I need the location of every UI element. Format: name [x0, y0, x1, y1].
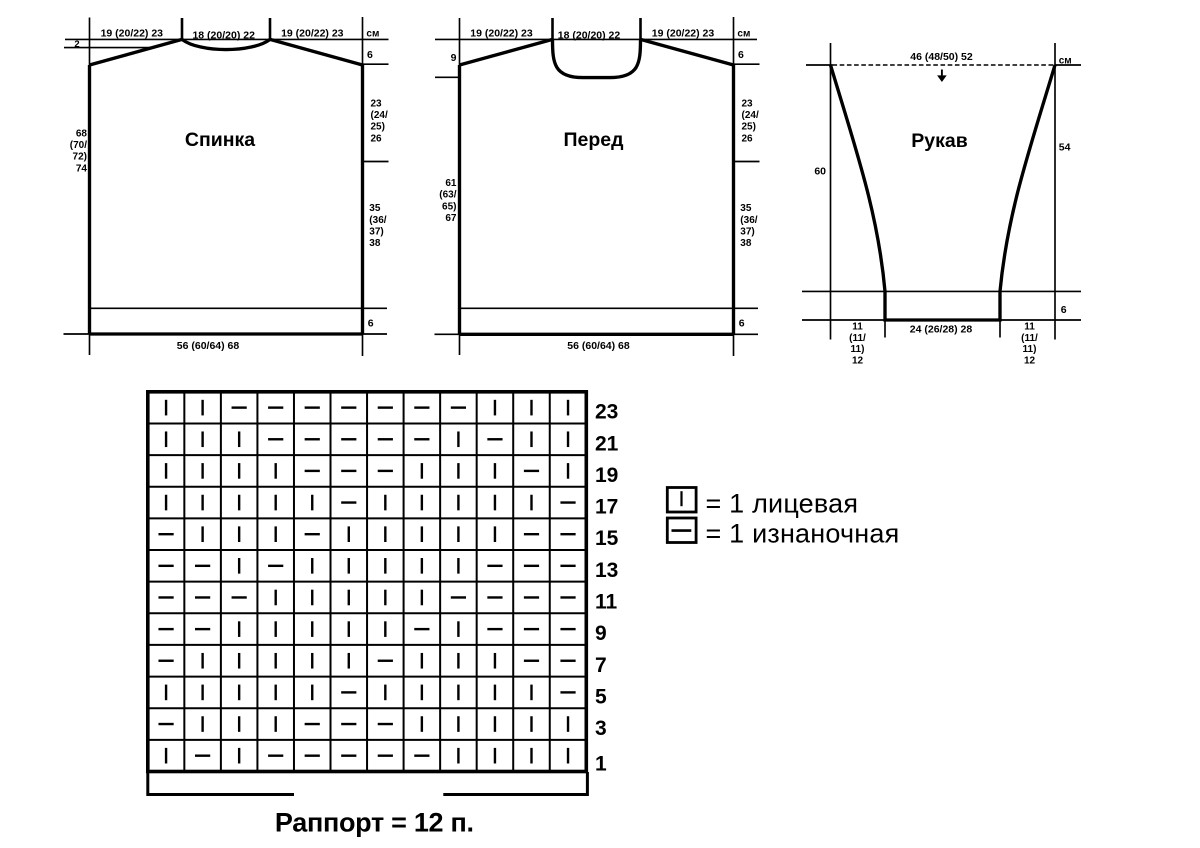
- svg-text:21: 21: [595, 432, 619, 455]
- svg-text:(24/: (24/: [742, 110, 759, 121]
- svg-text:74: 74: [76, 163, 88, 174]
- svg-text:18 (20/20) 22: 18 (20/20) 22: [192, 29, 255, 41]
- svg-text:9: 9: [595, 622, 607, 645]
- svg-text:67: 67: [445, 213, 457, 224]
- svg-text:7: 7: [595, 654, 607, 677]
- svg-text:= 1 лицевая: = 1 лицевая: [706, 488, 859, 518]
- svg-text:(36/: (36/: [740, 215, 757, 226]
- svg-text:см: см: [366, 28, 379, 39]
- svg-text:46 (48/50) 52: 46 (48/50) 52: [910, 51, 973, 63]
- svg-text:60: 60: [814, 166, 826, 178]
- svg-text:11): 11): [1023, 344, 1037, 355]
- svg-text:(24/: (24/: [371, 110, 388, 121]
- svg-text:(70/: (70/: [70, 140, 87, 151]
- svg-text:Раппорт = 12 п.: Раппорт = 12 п.: [275, 808, 474, 838]
- svg-text:26: 26: [742, 133, 754, 144]
- svg-text:35: 35: [369, 203, 381, 214]
- svg-text:54: 54: [1059, 142, 1071, 154]
- svg-text:25): 25): [742, 122, 756, 133]
- svg-text:25): 25): [371, 122, 385, 133]
- svg-text:18 (20/20) 22: 18 (20/20) 22: [558, 29, 621, 41]
- svg-text:38: 38: [369, 238, 381, 249]
- svg-text:6: 6: [738, 49, 744, 61]
- svg-text:38: 38: [740, 238, 752, 249]
- svg-text:72): 72): [73, 152, 87, 163]
- svg-text:68: 68: [76, 128, 88, 139]
- svg-text:5: 5: [595, 685, 607, 708]
- svg-text:13: 13: [595, 559, 618, 582]
- svg-text:(63/: (63/: [439, 190, 456, 201]
- svg-text:19 (20/22) 23: 19 (20/22) 23: [470, 27, 533, 39]
- svg-text:19 (20/22) 23: 19 (20/22) 23: [101, 27, 164, 39]
- svg-text:56 (60/64) 68: 56 (60/64) 68: [177, 340, 240, 352]
- svg-text:Спинка: Спинка: [185, 129, 255, 151]
- svg-text:65): 65): [442, 201, 456, 212]
- svg-text:см: см: [1059, 55, 1072, 66]
- svg-text:11: 11: [1024, 322, 1035, 333]
- svg-text:15: 15: [595, 527, 619, 550]
- svg-text:2: 2: [74, 39, 79, 50]
- svg-text:6: 6: [1061, 304, 1067, 316]
- svg-text:23: 23: [371, 99, 383, 110]
- svg-text:35: 35: [740, 203, 752, 214]
- svg-text:6: 6: [739, 317, 745, 329]
- svg-text:11: 11: [595, 590, 618, 613]
- svg-text:19 (20/22) 23: 19 (20/22) 23: [281, 27, 344, 39]
- svg-text:37): 37): [369, 226, 383, 237]
- svg-text:23: 23: [742, 99, 754, 110]
- svg-text:12: 12: [1024, 355, 1036, 366]
- svg-text:17: 17: [595, 496, 618, 519]
- svg-text:(11/: (11/: [1021, 333, 1038, 344]
- svg-text:9: 9: [451, 52, 457, 64]
- svg-text:Перед: Перед: [564, 129, 625, 151]
- svg-text:Рукав: Рукав: [911, 130, 967, 152]
- svg-text:61: 61: [445, 178, 457, 189]
- svg-text:56 (60/64) 68: 56 (60/64) 68: [567, 340, 630, 352]
- svg-text:23: 23: [595, 401, 618, 424]
- svg-text:(36/: (36/: [369, 215, 386, 226]
- svg-text:37): 37): [740, 226, 754, 237]
- svg-text:12: 12: [852, 355, 864, 366]
- svg-text:1: 1: [595, 753, 607, 776]
- svg-text:3: 3: [595, 717, 607, 740]
- svg-text:19: 19: [595, 464, 618, 487]
- svg-text:11): 11): [851, 344, 865, 355]
- svg-text:26: 26: [371, 133, 383, 144]
- svg-text:19 (20/22) 23: 19 (20/22) 23: [652, 27, 715, 39]
- svg-text:6: 6: [368, 317, 374, 329]
- svg-text:(11/: (11/: [849, 333, 866, 344]
- svg-text:11: 11: [852, 322, 863, 333]
- svg-text:= 1 изнаночная: = 1 изнаночная: [706, 519, 900, 549]
- svg-text:см: см: [737, 28, 750, 39]
- svg-text:24 (26/28) 28: 24 (26/28) 28: [910, 324, 973, 336]
- svg-text:6: 6: [367, 49, 373, 61]
